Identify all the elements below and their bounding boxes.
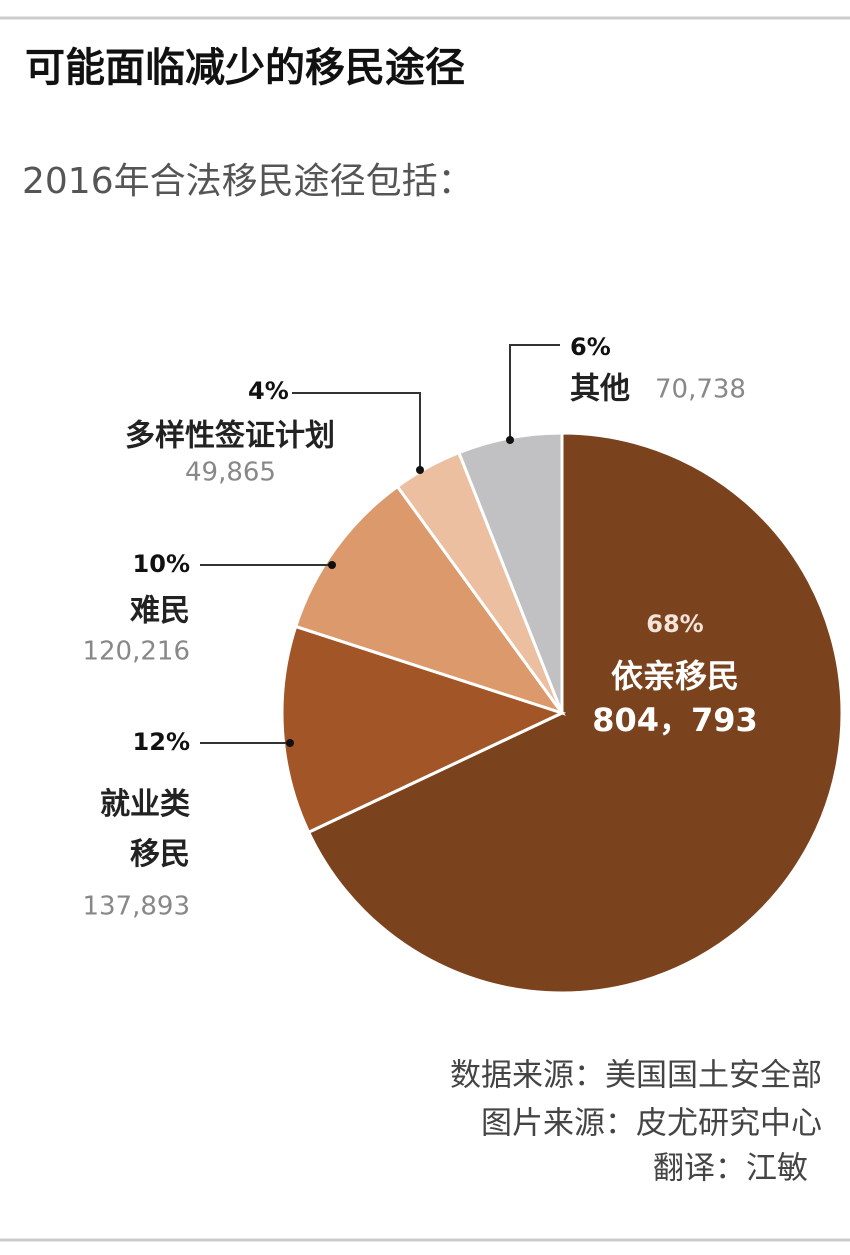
chart-subtitle: 2016年合法移民途径包括： [22, 161, 474, 202]
count-label: 137,893 [82, 892, 190, 922]
percent-label: 10% [133, 550, 190, 578]
count-label: 804，793 [592, 701, 758, 739]
chart-title: 可能面临减少的移民途径 [25, 45, 465, 91]
leader-dot [328, 561, 336, 569]
percent-label: 4% [248, 377, 289, 405]
category-label: 就业类移民 [100, 787, 190, 872]
pie-slice [293, 484, 566, 716]
leader-dot [286, 739, 294, 747]
source: 数据来源：美国国土安全部 [450, 1058, 822, 1094]
pie-slice [280, 624, 567, 835]
source: 翻译：江敏 [653, 1151, 808, 1187]
count-label: 120,216 [82, 637, 190, 667]
count-label: 70,738 [655, 375, 746, 405]
leader-line [292, 392, 421, 470]
leader-dot [416, 466, 424, 474]
leader-line [509, 344, 560, 440]
percent-label: 6% [570, 333, 611, 361]
source: 图片来源：皮尤研究中心 [481, 1106, 822, 1142]
leader-dot [506, 436, 514, 444]
percent-label: 68% [646, 610, 703, 638]
category-label: 其他 [570, 372, 630, 407]
pie-slice [306, 431, 844, 995]
pie [280, 431, 844, 995]
category-label: 多样性签证计划 [125, 419, 335, 454]
labels: 68% 依亲移民 804，793 12% 就业类移民 137,893 10% 难民 120,21… [82, 333, 757, 922]
percent-label: 12% [133, 728, 190, 756]
category-label: 依亲移民 [611, 657, 739, 695]
count-label: 49,865 [185, 458, 276, 488]
category-label: 难民 [129, 594, 190, 629]
